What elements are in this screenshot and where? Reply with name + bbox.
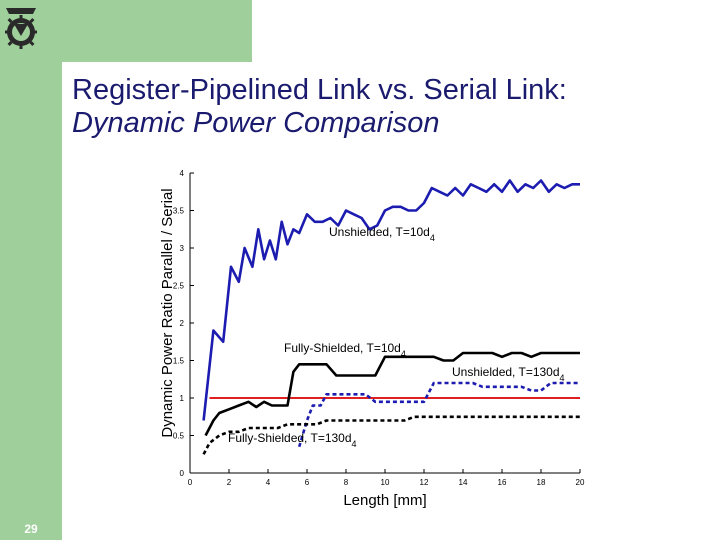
slide-title-line2: Dynamic Power Comparison [72,107,440,139]
y-tick-label: 1 [180,394,185,403]
series-label-1: Fully-Shielded, T=10d4 [284,341,406,359]
series-label-0: Unshielded, T=10d4 [329,225,435,243]
sidebar-band-left [0,0,62,540]
x-tick-label: 2 [227,478,232,487]
slide-title: Register-Pipelined Link vs. Serial Link:… [72,74,712,140]
slide-number: 29 [24,522,38,536]
series-line-1 [204,351,580,437]
y-tick-label: 3 [180,244,185,253]
y-tick-label: 1.5 [173,357,185,366]
y-tick-label: 0.5 [173,432,185,441]
x-tick-label: 14 [459,478,468,487]
x-tick-label: 10 [381,478,390,487]
x-tick-label: 16 [498,478,507,487]
y-tick-label: 0 [180,469,185,478]
y-tick-label: 2 [180,319,185,328]
series-line-2 [297,381,580,448]
x-tick-label: 4 [266,478,271,487]
y-tick-label: 3.5 [173,207,185,216]
series-label-2: Unshielded, T=130d4 [452,365,565,383]
series-line-0 [202,179,580,421]
x-tick-label: 18 [537,478,546,487]
y-tick-label: 2.5 [173,282,185,291]
series-label-3: Fully-Shielded, T=130d4 [228,431,357,449]
technion-logo-icon [5,8,37,49]
y-tick-label: 4 [180,169,185,178]
x-tick-label: 0 [188,478,193,487]
x-tick-label: 8 [344,478,349,487]
x-tick-label: 20 [576,478,585,487]
x-tick-label: 12 [420,478,429,487]
y-axis-label: Dynamic Power Ratio Parallel / Serial [159,188,176,437]
x-axis-label: Length [mm] [343,492,426,509]
series-line-3 [202,415,580,455]
x-tick-label: 6 [305,478,310,487]
power-ratio-chart: 0 2 4 6 8 10 12 14 16 18 20 0 0.5 1 1.5 2 2.5 3 3.5 4 Length… [159,169,585,509]
slide-title-line1: Register-Pipelined Link vs. Serial Link: [72,74,567,106]
